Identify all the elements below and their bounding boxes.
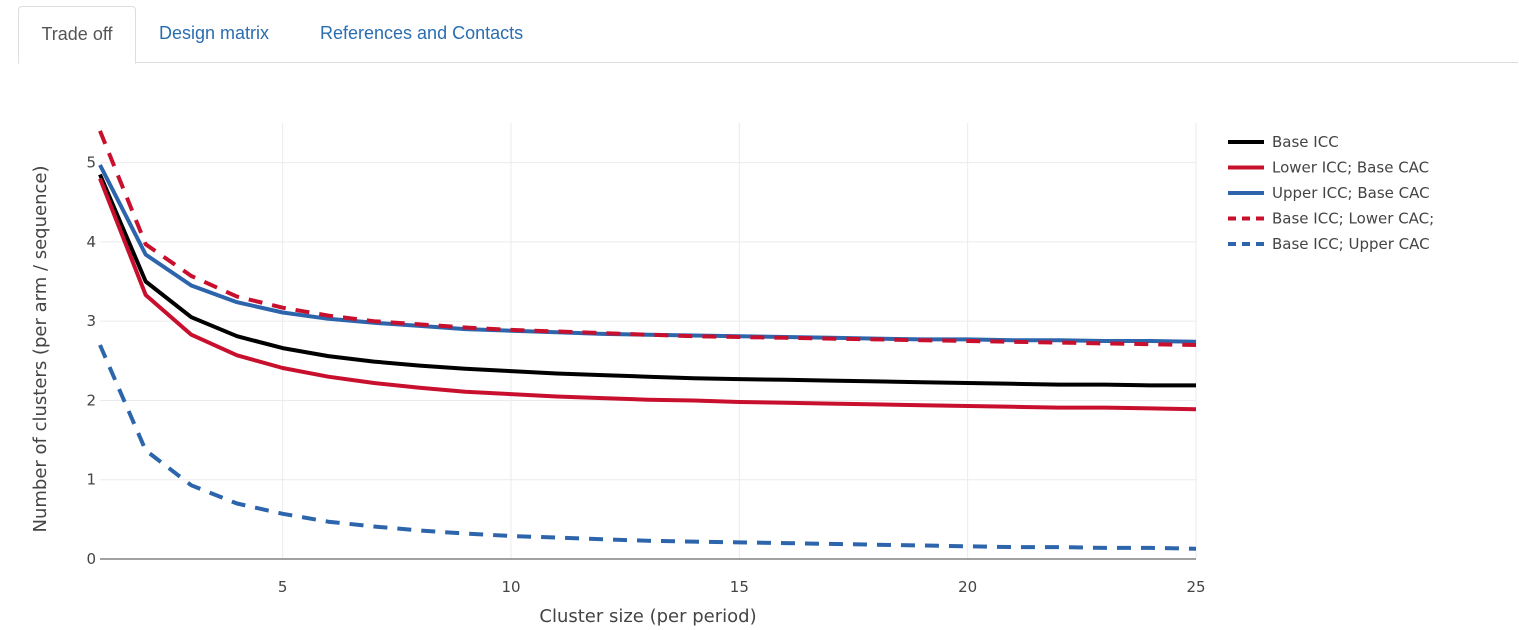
legend-label: Base ICC [1272,133,1339,151]
axes: 5 10 15 20 25 0 1 2 3 4 5 [86,154,1205,596]
y-tick-label: 3 [86,312,96,330]
x-axis-title: Cluster size (per period) [539,606,756,627]
y-tick-label: 0 [86,550,96,568]
legend-label: Upper ICC; Base CAC [1272,184,1430,202]
series-lines [98,130,1197,551]
x-tick-label: 20 [958,578,977,596]
y-axis-title: Number of clusters (per arm / sequence) [30,166,51,533]
x-tick-label: 10 [501,578,520,596]
legend-label: Base ICC; Upper CAC [1272,235,1430,253]
series-line-5 [98,344,1197,551]
x-tick-label: 25 [1186,578,1205,596]
legend-label: Lower ICC; Base CAC [1272,159,1429,177]
y-tick-label: 2 [86,391,96,409]
y-tick-label: 1 [86,471,96,489]
grid-lines [100,123,1197,559]
series-line-2 [98,177,1197,412]
x-tick-label: 5 [278,578,288,596]
y-tick-label: 5 [86,154,96,172]
tab-trade-off[interactable]: Trade off [18,6,136,64]
x-tick-label: 15 [730,578,749,596]
legend-label: Base ICC; Lower CAC; [1272,210,1434,228]
tab-design-matrix[interactable]: Design matrix [159,23,270,43]
series-line-1 [98,173,1196,388]
tab-bar: Trade off Design matrix References and C… [18,6,1518,64]
series-line-3 [98,164,1197,344]
legend: Base ICC Lower ICC; Base CAC Upper ICC; Ba… [1228,133,1434,253]
series-line-4 [98,130,1197,347]
tab-references-and-contacts[interactable]: References and Contacts [320,23,524,43]
y-tick-label: 4 [86,233,96,251]
